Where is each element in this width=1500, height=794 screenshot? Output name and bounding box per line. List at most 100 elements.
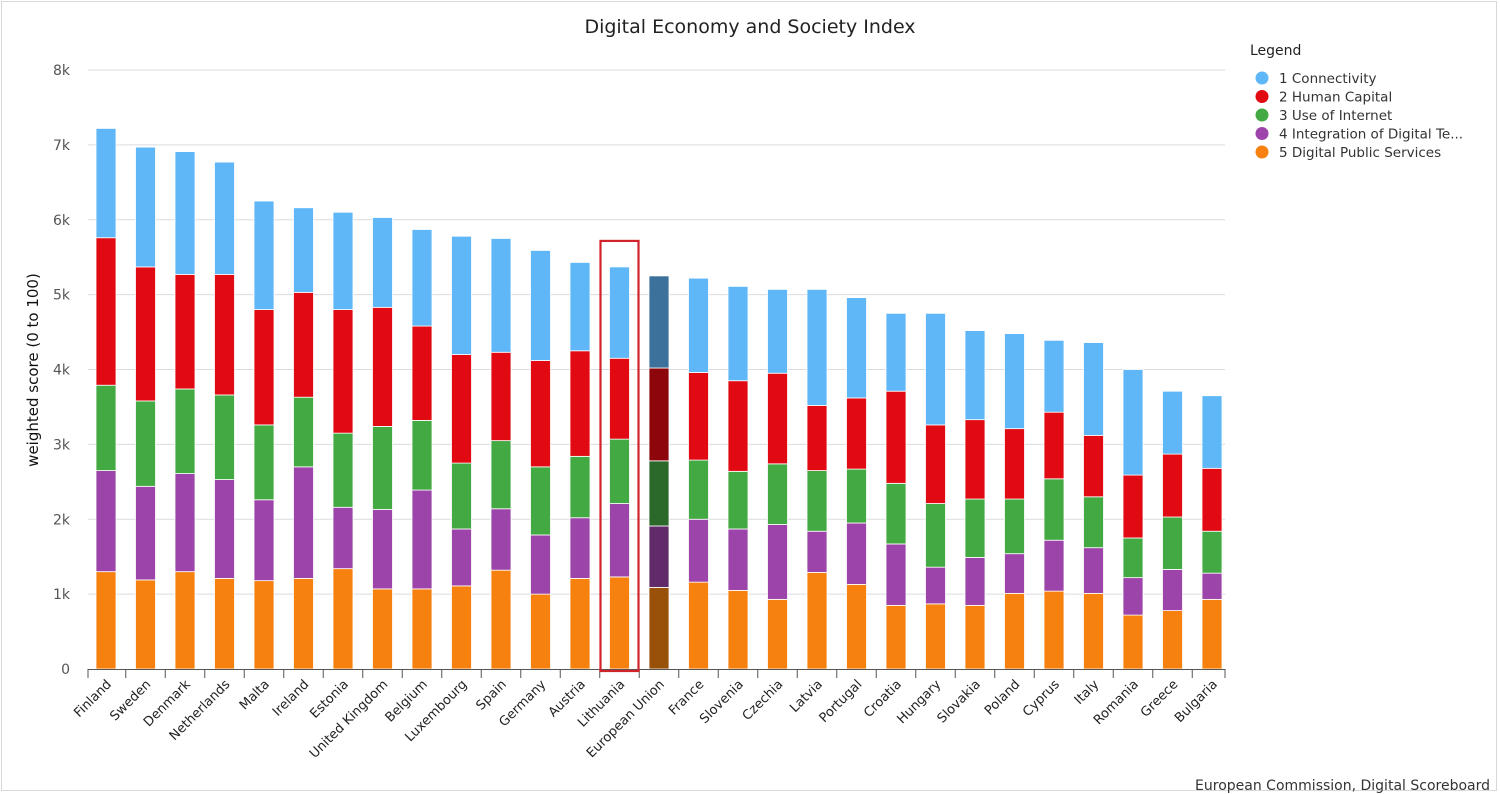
bar-segment[interactable] <box>964 330 986 421</box>
bar-segment[interactable] <box>530 360 551 468</box>
bar-segment[interactable] <box>925 566 946 605</box>
bar-group[interactable] <box>411 229 433 670</box>
bar-group[interactable] <box>846 297 867 670</box>
bar-segment[interactable] <box>293 578 314 670</box>
bar-segment[interactable] <box>648 525 670 588</box>
bar-segment[interactable] <box>253 424 275 501</box>
bar-segment[interactable] <box>135 146 156 268</box>
legend-item[interactable]: 3 Use of Internet <box>1255 108 1393 124</box>
bar-segment[interactable] <box>609 503 630 578</box>
bar-segment[interactable] <box>767 288 788 374</box>
bar-segment[interactable] <box>727 470 749 530</box>
bar-segment[interactable] <box>372 217 393 308</box>
bar-segment[interactable] <box>767 463 788 525</box>
legend-item[interactable]: 5 Digital Public Services <box>1255 145 1442 161</box>
bar-segment[interactable] <box>727 589 749 670</box>
bar-segment[interactable] <box>174 571 196 670</box>
bar-segment[interactable] <box>95 128 117 239</box>
bar-segment[interactable] <box>1083 342 1104 436</box>
bar-segment[interactable] <box>530 534 551 595</box>
bar-group[interactable] <box>767 288 788 670</box>
bar-segment[interactable] <box>688 372 709 461</box>
bar-group[interactable] <box>806 288 828 670</box>
bar-segment[interactable] <box>1122 369 1144 476</box>
bar-segment[interactable] <box>214 479 235 579</box>
bar-segment[interactable] <box>1201 395 1223 469</box>
bar-segment[interactable] <box>1162 610 1183 670</box>
bar-group[interactable] <box>214 161 235 670</box>
bar-segment[interactable] <box>1004 428 1025 500</box>
bar-segment[interactable] <box>1043 411 1065 480</box>
bar-segment[interactable] <box>372 426 393 510</box>
bar-segment[interactable] <box>885 543 907 606</box>
bar-segment[interactable] <box>490 351 512 442</box>
bar-segment[interactable] <box>1122 537 1144 579</box>
bar-segment[interactable] <box>648 367 670 462</box>
bar-group[interactable] <box>609 266 630 670</box>
bar-group[interactable] <box>293 207 314 670</box>
bar-segment[interactable] <box>1122 474 1144 539</box>
legend-item[interactable]: 1 Connectivity <box>1255 71 1377 87</box>
bar-group[interactable] <box>135 146 156 670</box>
bar-segment[interactable] <box>530 466 551 536</box>
bar-segment[interactable] <box>609 266 630 359</box>
bar-segment[interactable] <box>411 489 433 590</box>
bar-segment[interactable] <box>1083 592 1104 670</box>
bar-segment[interactable] <box>806 288 828 406</box>
bar-segment[interactable] <box>846 583 867 670</box>
bar-segment[interactable] <box>293 466 314 579</box>
bar-segment[interactable] <box>174 473 196 573</box>
bar-segment[interactable] <box>1043 590 1065 670</box>
bar-segment[interactable] <box>1004 553 1025 594</box>
bar-segment[interactable] <box>727 528 749 591</box>
bar-segment[interactable] <box>1162 453 1183 518</box>
bar-group[interactable] <box>372 217 393 670</box>
bar-segment[interactable] <box>95 571 117 670</box>
bar-segment[interactable] <box>332 506 354 570</box>
bar-segment[interactable] <box>174 151 196 275</box>
bar-segment[interactable] <box>925 503 946 568</box>
bar-segment[interactable] <box>767 372 788 465</box>
bar-segment[interactable] <box>1004 333 1025 430</box>
bar-segment[interactable] <box>372 509 393 590</box>
bar-segment[interactable] <box>135 579 156 670</box>
bar-segment[interactable] <box>569 350 591 457</box>
bar-segment[interactable] <box>964 498 986 558</box>
bar-segment[interactable] <box>609 576 630 670</box>
bar-group[interactable] <box>1083 342 1104 670</box>
bar-segment[interactable] <box>1201 598 1223 670</box>
bar-segment[interactable] <box>609 357 630 440</box>
bar-group[interactable] <box>95 128 117 670</box>
bar-segment[interactable] <box>293 207 314 293</box>
bar-segment[interactable] <box>530 250 551 361</box>
bar-segment[interactable] <box>332 568 354 670</box>
bar-segment[interactable] <box>885 604 907 670</box>
bar-segment[interactable] <box>767 598 788 670</box>
bar-group[interactable] <box>451 235 472 670</box>
bar-segment[interactable] <box>1122 577 1144 616</box>
bar-segment[interactable] <box>648 460 670 527</box>
bar-segment[interactable] <box>135 400 156 487</box>
bar-segment[interactable] <box>1122 614 1144 670</box>
bar-segment[interactable] <box>1201 530 1223 574</box>
bar-segment[interactable] <box>95 470 117 573</box>
bar-segment[interactable] <box>332 309 354 434</box>
bar-group[interactable] <box>964 330 986 670</box>
bar-segment[interactable] <box>767 524 788 600</box>
bar-segment[interactable] <box>964 557 986 606</box>
bar-segment[interactable] <box>451 235 472 355</box>
bar-group[interactable] <box>1004 333 1025 670</box>
bar-segment[interactable] <box>332 211 354 310</box>
bar-segment[interactable] <box>846 468 867 524</box>
bar-segment[interactable] <box>1083 496 1104 549</box>
legend-item[interactable]: 2 Human Capital <box>1255 90 1393 106</box>
bar-segment[interactable] <box>293 396 314 468</box>
bar-segment[interactable] <box>174 388 196 474</box>
bar-segment[interactable] <box>490 238 512 353</box>
bar-segment[interactable] <box>885 482 907 545</box>
bar-segment[interactable] <box>253 499 275 582</box>
bar-segment[interactable] <box>925 424 946 504</box>
bar-group[interactable] <box>1043 339 1065 670</box>
bar-segment[interactable] <box>1201 572 1223 600</box>
bar-segment[interactable] <box>411 420 433 491</box>
